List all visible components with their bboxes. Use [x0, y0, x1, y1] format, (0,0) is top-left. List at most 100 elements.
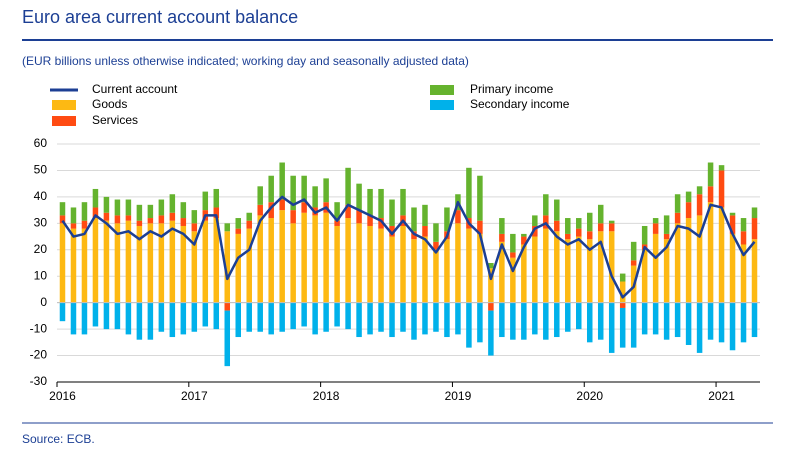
bar — [422, 236, 428, 303]
y-tick-label: 0 — [40, 295, 47, 309]
bar — [147, 218, 154, 224]
bar — [630, 241, 637, 261]
bar — [356, 183, 362, 211]
x-tick-label: 2021 — [708, 389, 735, 403]
bar — [257, 186, 263, 205]
bar — [433, 241, 439, 250]
y-tick-label: 60 — [34, 136, 48, 150]
bar — [279, 162, 285, 200]
bar — [345, 218, 351, 303]
legend-label: Services — [92, 113, 138, 127]
y-tick-label: 20 — [34, 242, 48, 256]
chart-subtitle: (EUR billions unless otherwise indicated… — [22, 54, 469, 68]
bar — [685, 218, 692, 303]
bar — [543, 302, 549, 340]
bar — [213, 188, 220, 208]
bar — [290, 302, 296, 330]
bar — [246, 220, 252, 229]
bar — [521, 302, 527, 340]
bar — [597, 302, 604, 340]
bar — [466, 167, 472, 219]
bar — [114, 302, 121, 330]
bar — [652, 233, 659, 303]
bar — [740, 218, 747, 232]
bar — [180, 202, 187, 219]
bar — [751, 218, 758, 240]
bar — [136, 302, 143, 340]
bar — [466, 228, 472, 303]
bar — [103, 220, 110, 303]
bar — [257, 215, 263, 303]
bar — [422, 302, 428, 335]
bar — [312, 215, 318, 303]
y-tick-label: 30 — [34, 216, 48, 230]
bar — [169, 212, 176, 221]
bar — [521, 236, 527, 245]
bar — [510, 233, 516, 253]
y-tick-label: 10 — [34, 268, 48, 282]
bar — [279, 302, 285, 332]
bar — [389, 199, 395, 226]
bar — [444, 207, 450, 232]
x-tick-label: 2019 — [445, 389, 472, 403]
bar — [586, 239, 593, 303]
bar — [696, 302, 703, 353]
bar — [180, 218, 187, 226]
bar — [630, 302, 637, 348]
legend-label: Secondary income — [470, 97, 570, 111]
bar — [334, 202, 340, 221]
chart-title: Euro area current account balance — [22, 7, 298, 27]
bar — [158, 199, 165, 216]
bar — [608, 231, 615, 303]
bar — [444, 302, 450, 338]
bar — [224, 302, 231, 311]
bar — [114, 223, 121, 303]
bar — [191, 302, 198, 332]
bar — [257, 204, 263, 216]
bar — [400, 302, 406, 332]
bar — [707, 162, 714, 187]
legend-label: Current account — [92, 82, 178, 96]
line — [61, 195, 756, 299]
bar — [70, 223, 77, 229]
bar — [367, 215, 373, 226]
bar — [707, 186, 714, 203]
bar — [663, 302, 670, 340]
bar — [169, 194, 176, 213]
bar — [103, 196, 110, 213]
bar — [685, 202, 692, 219]
bar — [70, 228, 77, 303]
bar — [554, 220, 560, 232]
bar — [59, 215, 66, 224]
bar — [477, 233, 483, 303]
bar — [136, 225, 143, 303]
bar — [180, 225, 187, 303]
bar — [477, 175, 483, 221]
bar — [323, 302, 329, 332]
bar — [279, 199, 285, 211]
bar — [378, 302, 384, 332]
bar — [466, 302, 472, 348]
bar — [257, 302, 263, 332]
bar — [597, 204, 604, 224]
bar — [136, 204, 143, 221]
bar — [268, 202, 274, 219]
bar — [389, 302, 395, 338]
x-tick-label: 2018 — [313, 389, 340, 403]
bar — [729, 233, 736, 303]
legend-swatch — [430, 100, 454, 110]
bar — [543, 194, 549, 216]
bar — [323, 178, 329, 203]
legend-swatch — [430, 85, 454, 95]
bar — [290, 210, 296, 224]
bar — [630, 260, 637, 266]
bar — [521, 233, 527, 237]
bar — [125, 199, 132, 216]
bar — [411, 239, 417, 303]
bar — [103, 212, 110, 221]
y-tick-label: -20 — [30, 348, 48, 362]
bar — [674, 223, 681, 303]
bar — [367, 302, 373, 335]
bar — [191, 223, 198, 232]
